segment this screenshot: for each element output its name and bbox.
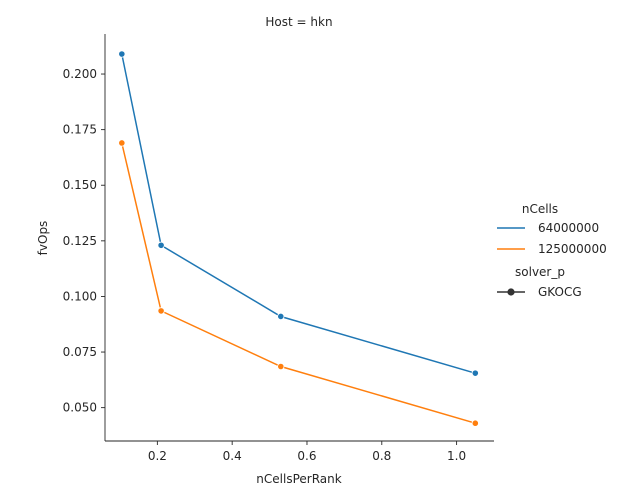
chart-title: Host = hkn bbox=[265, 15, 332, 29]
x-tick-label: 0.6 bbox=[297, 449, 316, 463]
y-tick-label: 0.050 bbox=[63, 401, 97, 415]
x-tick-label: 0.8 bbox=[372, 449, 391, 463]
y-tick-label: 0.150 bbox=[63, 178, 97, 192]
legend-hue-title: nCells bbox=[522, 202, 558, 216]
x-axis-label: nCellsPerRank bbox=[256, 472, 341, 486]
y-axis-label: fvOps bbox=[36, 221, 50, 256]
legend-style-swatch-marker bbox=[507, 288, 515, 296]
legend: nCells solver_p 64000000 125000000 GKOCG bbox=[497, 202, 607, 299]
series-line-125000000 bbox=[121, 142, 476, 424]
x-tick-label: 1.0 bbox=[447, 449, 466, 463]
series-point-64000000 bbox=[118, 50, 126, 58]
series-point-125000000 bbox=[277, 362, 285, 371]
plot-area: 0.2 0.4 0.6 0.8 1.0 0.050 0.075 0.100 0.125 0.150… bbox=[63, 34, 494, 463]
series-point-125000000 bbox=[118, 139, 126, 147]
series-line-64000000 bbox=[121, 53, 476, 374]
series-point-64000000 bbox=[471, 369, 479, 377]
series-point-125000000 bbox=[157, 307, 165, 315]
legend-label-125000000: 125000000 bbox=[538, 242, 607, 256]
legend-style-title: solver_p bbox=[515, 265, 565, 279]
y-tick-label: 0.200 bbox=[63, 67, 97, 81]
legend-style-label: GKOCG bbox=[538, 285, 582, 299]
series-point-64000000 bbox=[277, 312, 285, 321]
legend-label-64000000: 64000000 bbox=[538, 221, 599, 235]
series-point-125000000 bbox=[471, 419, 479, 427]
y-tick-label: 0.100 bbox=[63, 289, 97, 303]
x-tick-label: 0.4 bbox=[223, 449, 242, 463]
y-tick-label: 0.175 bbox=[63, 123, 97, 137]
y-tick-label: 0.125 bbox=[63, 234, 97, 248]
series-point-64000000 bbox=[157, 241, 165, 249]
y-tick-label: 0.075 bbox=[63, 345, 97, 359]
x-tick-label: 0.2 bbox=[148, 449, 167, 463]
